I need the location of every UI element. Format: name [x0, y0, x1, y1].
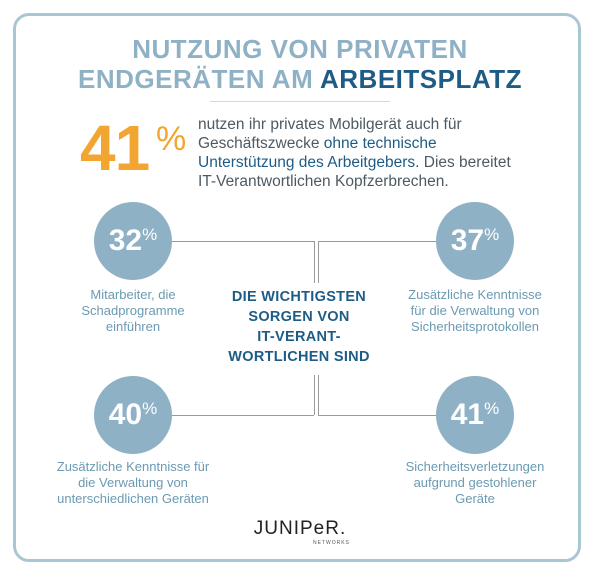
stat-circle-40: 40%: [94, 376, 172, 454]
stat-circle-37: 37%: [436, 202, 514, 280]
connector-top-left-drop: [314, 241, 315, 283]
stat-unit: %: [484, 399, 500, 418]
description-line: die Verwaltung von: [78, 475, 188, 490]
title-line-1: NUTZUNG VON PRIVATEN: [132, 34, 468, 64]
center-label: DIE WICHTIGSTEN SORGEN VON IT-VERANT- WO…: [212, 287, 386, 367]
logo-wordmark: JUNIPeR.: [253, 518, 347, 539]
headline-text-accent: ohne technische Unterstützung des Arbeit…: [198, 135, 437, 171]
description-line: Mitarbeiter, die: [90, 287, 176, 302]
connector-top-right-drop: [318, 241, 319, 283]
connector-bottom-right: [318, 415, 436, 416]
description-line: aufgrund gestohlener: [413, 475, 537, 490]
description-line: Sicherheitsverletzungen: [405, 459, 545, 474]
description-line: Sicherheitsprotokollen: [411, 319, 539, 334]
center-label-line: SORGEN VON: [248, 309, 350, 325]
logo-subtitle: NETWORKS: [313, 540, 350, 546]
connector-bottom-left-rise: [314, 375, 315, 415]
stat-unit: %: [142, 225, 158, 244]
stat-description-40: Zusätzliche Kenntnisse für die Verwaltun…: [30, 459, 236, 507]
connector-bottom-right-rise: [318, 375, 319, 415]
description-line: Geräte: [455, 491, 495, 506]
connector-top-right: [318, 241, 436, 242]
description-line: Schadprogramme: [81, 303, 185, 318]
title-divider: [210, 101, 390, 102]
stat-value: 40: [108, 398, 143, 431]
description-line: Zusätzliche Kenntnisse für: [56, 459, 210, 474]
connector-top-left: [172, 241, 314, 242]
headline-text-after: Dies bereitet IT-Verantwortlichen Kopfze…: [198, 154, 511, 190]
stat-circle-41: 41%: [436, 376, 514, 454]
center-label-line: IT-VERANT-: [257, 329, 341, 345]
headline-text-before: nutzen ihr privates Mobilgerät auch für …: [198, 116, 462, 152]
description-line: für die Verwaltung von: [410, 303, 540, 318]
stat-description-37: Zusätzliche Kenntnisse für die Verwaltun…: [380, 287, 570, 335]
connector-bottom-left: [172, 415, 314, 416]
stat-unit: %: [484, 225, 500, 244]
center-label-line: DIE WICHTIGSTEN: [231, 289, 367, 305]
stat-description-32: Mitarbeiter, die Schadprogramme einführe…: [40, 287, 226, 335]
title-line-2-text: ENDGERÄTEN AM: [78, 64, 320, 94]
title-highlight: ARBEITSPLATZ: [320, 64, 522, 94]
juniper-logo: JUNIPeR. NETWORKS: [250, 518, 350, 546]
stat-value: 32: [108, 224, 143, 257]
description-line: Zusätzliche Kenntnisse: [408, 287, 542, 302]
stat-value: 37: [450, 224, 485, 257]
headline-stat-description: nutzen ihr privates Mobilgerät auch für …: [198, 115, 528, 191]
center-label-line: WORTLICHEN SIND: [228, 349, 370, 365]
description-line: unterschiedlichen Geräten: [57, 491, 209, 506]
headline-stat-value: 41: [80, 112, 150, 184]
headline-stat: 41 %: [80, 116, 186, 180]
description-line: einführen: [105, 319, 161, 334]
stat-value: 41: [450, 398, 485, 431]
stat-description-41: Sicherheitsverletzungen aufgrund gestohl…: [380, 459, 570, 507]
stat-unit: %: [142, 399, 158, 418]
stat-circle-32: 32%: [94, 202, 172, 280]
title-line-2: ENDGERÄTEN AM ARBEITSPLATZ: [0, 64, 600, 94]
headline-stat-unit: %: [156, 120, 187, 158]
infographic-frame: [13, 13, 581, 562]
